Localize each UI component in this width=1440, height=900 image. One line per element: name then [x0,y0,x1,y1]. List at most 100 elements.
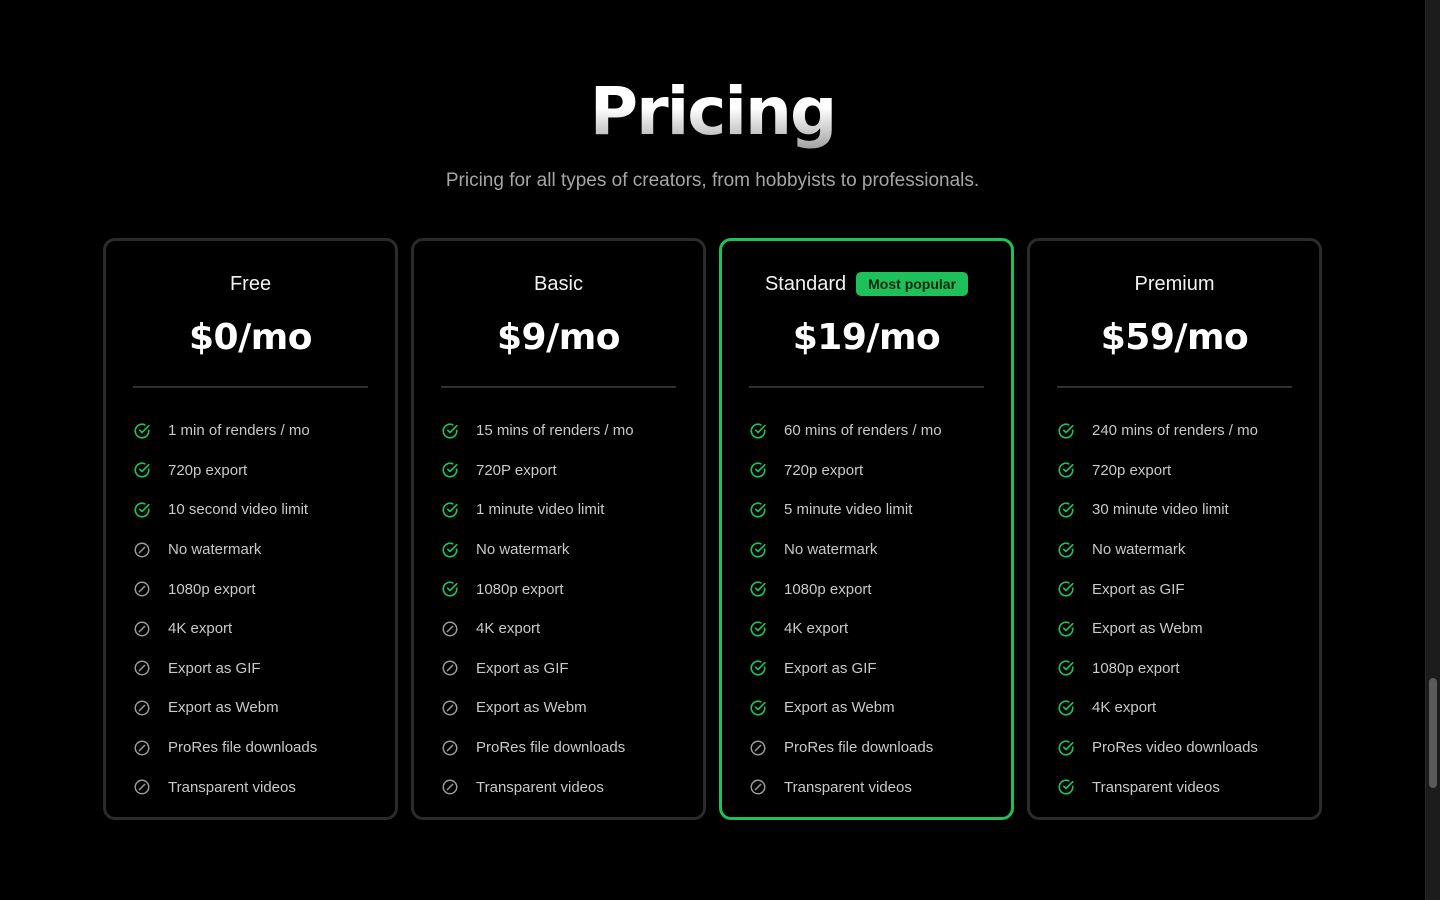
check-circle-icon [441,541,459,559]
feature-item: 10 second video limit [133,490,385,530]
check-circle-icon [1057,461,1075,479]
feature-item: ProRes file downloads [749,728,1001,768]
feature-list: 240 mins of renders / mo 720p export 30 mi… [1057,411,1309,807]
feature-label: 15 mins of renders / mo [476,422,634,440]
feature-label: 1080p export [476,580,564,598]
feature-label: 720p export [1092,461,1172,479]
divider [749,386,984,388]
slash-circle-icon [441,620,459,638]
feature-label: Export as Webm [1092,620,1203,638]
feature-item: 1080p export [749,569,1001,609]
feature-item: 720p export [133,451,385,491]
feature-label: 5 minute video limit [784,501,913,519]
feature-item: ProRes file downloads [133,728,385,768]
feature-label: 1 min of renders / mo [168,422,310,440]
check-circle-icon [1057,580,1075,598]
feature-label: No watermark [784,541,878,559]
plan-card-premium[interactable]: Premium $59/mo 240 mins of renders / mo 7… [1027,238,1322,820]
feature-label: Export as Webm [168,699,279,717]
feature-item: 1 min of renders / mo [133,411,385,451]
plan-name: Basic [534,272,583,295]
feature-item: Export as GIF [441,649,693,689]
scrollbar-thumb[interactable] [1429,678,1437,788]
feature-label: 720P export [476,461,557,479]
slash-circle-icon [441,699,459,717]
feature-item: 30 minute video limit [1057,490,1309,530]
feature-item: 1080p export [1057,649,1309,689]
feature-label: Export as Webm [784,699,895,717]
feature-item: 4K export [1057,688,1309,728]
feature-label: Export as GIF [168,659,261,677]
check-circle-icon [749,501,767,519]
plan-card-basic[interactable]: Basic $9/mo 15 mins of renders / mo 720P … [411,238,706,820]
feature-list: 1 min of renders / mo 720p export 10 secon… [133,411,385,807]
check-circle-icon [133,422,151,440]
feature-label: Transparent videos [784,778,912,796]
check-circle-icon [749,580,767,598]
feature-label: Export as GIF [784,659,877,677]
check-circle-icon [1057,541,1075,559]
feature-item: 4K export [441,609,693,649]
feature-item: 720p export [749,451,1001,491]
feature-item: No watermark [441,530,693,570]
feature-label: ProRes file downloads [168,739,318,757]
plan-price: $9/mo [497,317,621,358]
feature-label: No watermark [168,541,262,559]
feature-item: 4K export [749,609,1001,649]
pricing-cards: Free $0/mo 1 min of renders / mo 720p exp… [103,238,1323,820]
feature-item: No watermark [749,530,1001,570]
slash-circle-icon [133,541,151,559]
feature-label: Export as GIF [476,659,569,677]
divider [133,386,368,388]
slash-circle-icon [749,739,767,757]
feature-item: 1 minute video limit [441,490,693,530]
feature-label: No watermark [1092,541,1186,559]
check-circle-icon [1057,699,1075,717]
feature-label: Transparent videos [476,778,604,796]
feature-label: 1080p export [1092,659,1180,677]
slash-circle-icon [133,620,151,638]
check-circle-icon [441,580,459,598]
slash-circle-icon [749,778,767,796]
feature-label: No watermark [476,541,570,559]
check-circle-icon [749,461,767,479]
slash-circle-icon [133,699,151,717]
feature-label: Export as Webm [476,699,587,717]
plan-header: Free [106,269,395,299]
feature-item: 4K export [133,609,385,649]
check-circle-icon [1057,422,1075,440]
check-circle-icon [1057,739,1075,757]
plan-name: Standard [764,272,847,295]
plan-name: Premium [1134,272,1215,295]
check-circle-icon [133,501,151,519]
plan-card-standard[interactable]: Standard Most popular $19/mo 60 mins of … [719,238,1014,820]
feature-item: Export as Webm [441,688,693,728]
feature-item: Transparent videos [133,767,385,807]
check-circle-icon [1057,501,1075,519]
check-circle-icon [1057,659,1075,677]
feature-item: 1080p export [133,569,385,609]
slash-circle-icon [133,659,151,677]
slash-circle-icon [441,778,459,796]
feature-item: Export as GIF [749,649,1001,689]
scrollbar[interactable] [1425,0,1440,900]
divider [1057,386,1292,388]
feature-item: 60 mins of renders / mo [749,411,1001,451]
feature-item: No watermark [1057,530,1309,570]
feature-label: 4K export [476,620,541,638]
check-circle-icon [133,461,151,479]
page-title: Pricing [0,72,1425,152]
feature-label: ProRes file downloads [784,739,934,757]
plan-card-free[interactable]: Free $0/mo 1 min of renders / mo 720p exp… [103,238,398,820]
slash-circle-icon [133,778,151,796]
slash-circle-icon [133,580,151,598]
plan-price: $19/mo [792,317,941,358]
check-circle-icon [441,501,459,519]
feature-item: No watermark [133,530,385,570]
slash-circle-icon [441,659,459,677]
check-circle-icon [1057,620,1075,638]
feature-list: 15 mins of renders / mo 720P export 1 minu… [441,411,693,807]
feature-label: Export as GIF [1092,580,1185,598]
check-circle-icon [1057,778,1075,796]
check-circle-icon [749,541,767,559]
